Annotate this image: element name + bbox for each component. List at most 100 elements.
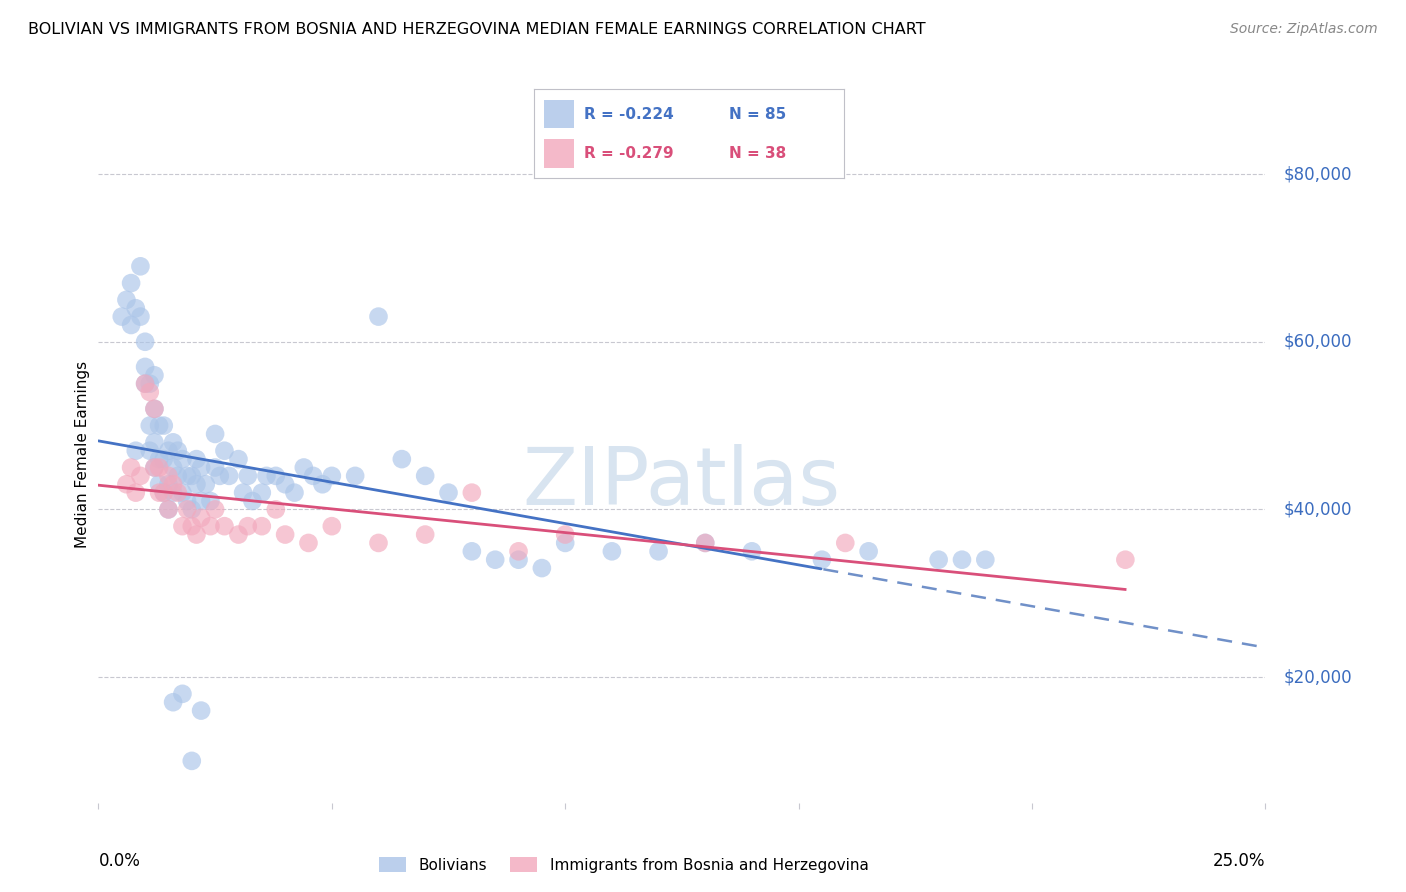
Point [157,468,180,483]
Point [176,502,198,516]
Point [554,527,576,541]
Point [134,376,156,391]
Point [190,460,212,475]
Point [811,552,834,566]
Point [256,468,278,483]
Point [186,452,208,467]
Point [172,687,194,701]
Point [530,561,553,575]
Point [152,485,174,500]
Text: ZIPatlas: ZIPatlas [523,443,841,522]
Point [218,468,240,483]
Point [157,502,180,516]
Point [152,452,174,467]
Text: N = 38: N = 38 [730,146,786,161]
Point [139,418,162,433]
Point [321,468,343,483]
Point [120,276,142,290]
Point [134,359,156,374]
Point [129,310,152,324]
Point [741,544,763,558]
Point [297,536,319,550]
Point [162,435,184,450]
Text: Source: ZipAtlas.com: Source: ZipAtlas.com [1230,22,1378,37]
Point [148,452,170,467]
Point [180,519,202,533]
Point [172,519,194,533]
Point [129,468,152,483]
Point [143,368,166,383]
Point [413,527,436,541]
Point [647,544,669,558]
Point [1114,552,1136,566]
Point [120,318,142,332]
Point [194,477,217,491]
Point [125,485,148,500]
Point [166,485,188,500]
Point [148,477,170,491]
Point [125,443,148,458]
Point [176,468,198,483]
Point [120,460,142,475]
Point [200,519,222,533]
Point [274,527,297,541]
Point [148,485,170,500]
Point [157,443,180,458]
Point [508,544,530,558]
Point [242,494,264,508]
Point [236,468,259,483]
Point [344,468,367,483]
Point [695,536,717,550]
Point [143,401,166,416]
Point [152,418,174,433]
Point [115,477,138,491]
Text: N = 85: N = 85 [730,107,786,121]
Y-axis label: Median Female Earnings: Median Female Earnings [75,361,90,549]
Text: $20,000: $20,000 [1284,668,1353,686]
Point [302,468,325,483]
Point [180,754,202,768]
Point [134,376,156,391]
Point [321,519,343,533]
Point [157,477,180,491]
Point [162,695,184,709]
Point [143,401,166,416]
Point [264,468,287,483]
Text: R = -0.224: R = -0.224 [583,107,673,121]
Point [125,301,148,316]
Point [115,293,138,307]
Point [129,260,152,274]
Point [166,468,188,483]
Point [162,460,184,475]
Point [148,418,170,433]
Point [292,460,315,475]
Point [172,452,194,467]
Point [180,502,202,516]
Point [148,460,170,475]
Text: R = -0.279: R = -0.279 [583,146,673,161]
Point [461,544,484,558]
Point [186,477,208,491]
Point [484,552,506,566]
Point [232,485,254,500]
Point [200,494,222,508]
Point [367,310,389,324]
Point [134,334,156,349]
Point [162,477,184,491]
Point [190,494,212,508]
Point [204,427,226,442]
Point [858,544,880,558]
Point [214,519,236,533]
Point [228,527,250,541]
Text: $60,000: $60,000 [1284,333,1353,351]
Point [391,452,413,467]
Point [236,519,259,533]
Point [950,552,973,566]
Point [139,376,162,391]
Point [437,485,460,500]
Point [143,460,166,475]
Text: BOLIVIAN VS IMMIGRANTS FROM BOSNIA AND HERZEGOVINA MEDIAN FEMALE EARNINGS CORREL: BOLIVIAN VS IMMIGRANTS FROM BOSNIA AND H… [28,22,925,37]
Point [413,468,436,483]
Point [554,536,576,550]
Point [172,485,194,500]
